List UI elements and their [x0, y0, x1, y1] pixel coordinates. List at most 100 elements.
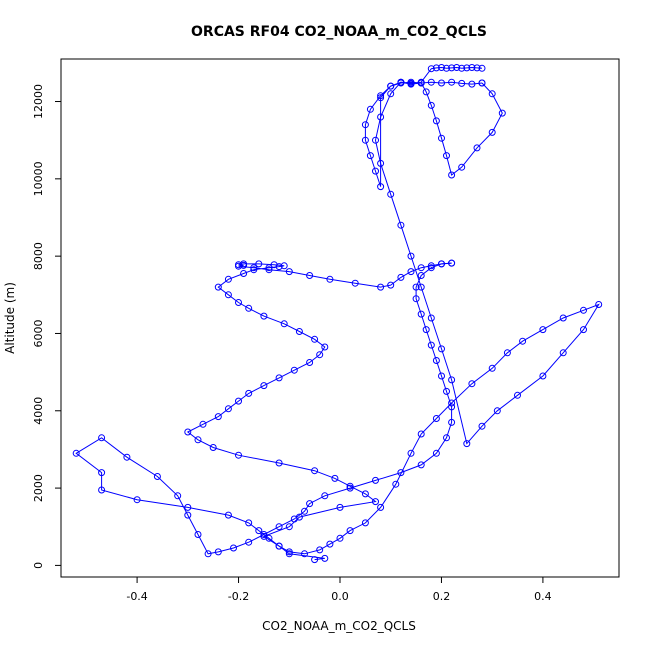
data-point [498, 109, 506, 117]
data-point [438, 372, 445, 380]
data-point [559, 314, 567, 322]
data-point [427, 341, 435, 349]
data-point [438, 345, 445, 353]
data-point [448, 418, 456, 426]
data-point [392, 480, 400, 488]
data-point [407, 252, 415, 260]
data-point [255, 527, 263, 535]
data-point [463, 440, 471, 448]
data-point [316, 351, 324, 359]
data-point [321, 343, 329, 351]
data-point [438, 134, 445, 142]
y-tick-label: 6000 [32, 319, 45, 347]
data-point [387, 190, 395, 198]
data-point [427, 264, 435, 272]
data-point [514, 391, 521, 399]
data-point [417, 78, 425, 86]
data-point [488, 364, 496, 372]
data-point [458, 79, 466, 87]
data-point [270, 261, 278, 269]
data-point [372, 136, 379, 144]
data-point [224, 275, 232, 283]
data-point [214, 548, 222, 556]
series-line-1 [186, 262, 452, 561]
data-point [377, 183, 385, 191]
data-point [443, 64, 450, 72]
data-point [488, 128, 496, 136]
data-point [422, 88, 430, 96]
data-point [427, 65, 435, 73]
data-point [453, 64, 461, 71]
data-point [346, 482, 354, 490]
data-point [366, 152, 374, 160]
data-point [387, 82, 395, 90]
x-axis: -0.4 -0.2 0.0 0.2 0.4 [126, 577, 552, 603]
data-point [422, 326, 430, 334]
data-point [432, 415, 440, 422]
data-point [98, 469, 106, 477]
series-line-3 [364, 66, 503, 187]
data-point [463, 64, 471, 72]
y-axis-label: Altitude (m) [3, 282, 17, 354]
data-point [361, 121, 369, 129]
data-point [255, 260, 263, 268]
data-point [245, 519, 253, 527]
plot-frame [60, 58, 620, 578]
data-point [184, 511, 192, 519]
data-point [199, 420, 207, 428]
data-point [448, 403, 456, 411]
data-point [448, 171, 456, 179]
data-point [260, 312, 268, 320]
data-point [230, 544, 237, 552]
data-point [458, 163, 466, 171]
data-point [519, 337, 527, 345]
data-point [580, 306, 587, 314]
data-point [397, 221, 405, 229]
data-point [387, 90, 395, 98]
data-point [427, 262, 435, 270]
data-point [397, 78, 405, 86]
data-point [184, 503, 192, 511]
data-point [432, 117, 440, 125]
data-point [473, 144, 481, 152]
data-point [275, 523, 283, 531]
data-point [417, 310, 425, 318]
data-point [397, 273, 405, 281]
y-tick-label: 0 [32, 562, 45, 569]
data-point [326, 275, 334, 283]
data-point [407, 79, 415, 87]
x-tick-label: -0.4 [126, 590, 147, 603]
data-point [275, 374, 283, 382]
data-point [361, 136, 369, 144]
data-point [204, 550, 212, 558]
data-point [427, 314, 435, 322]
data-point [539, 326, 547, 334]
data-point [427, 78, 435, 86]
data-point [372, 476, 379, 484]
data-point [301, 507, 308, 515]
data-point [488, 90, 496, 98]
data-point [224, 511, 232, 519]
data-point [438, 64, 445, 71]
data-point [478, 79, 486, 87]
data-point [473, 64, 481, 72]
data-point [361, 519, 369, 527]
data-point [306, 500, 314, 508]
data-point [397, 469, 405, 477]
data-point [448, 399, 456, 407]
data-point [377, 503, 385, 511]
data-point [417, 430, 425, 438]
data-point [306, 359, 314, 366]
x-tick-label: 0.4 [534, 590, 552, 603]
data-point [432, 357, 440, 364]
plot-area [72, 64, 603, 564]
data-point [448, 259, 456, 267]
data-point [290, 515, 298, 523]
y-tick-label: 2000 [32, 474, 45, 502]
data-point [72, 449, 80, 457]
data-point [235, 299, 242, 306]
data-point [361, 490, 369, 498]
data-point [366, 105, 374, 113]
data-point [468, 80, 476, 88]
